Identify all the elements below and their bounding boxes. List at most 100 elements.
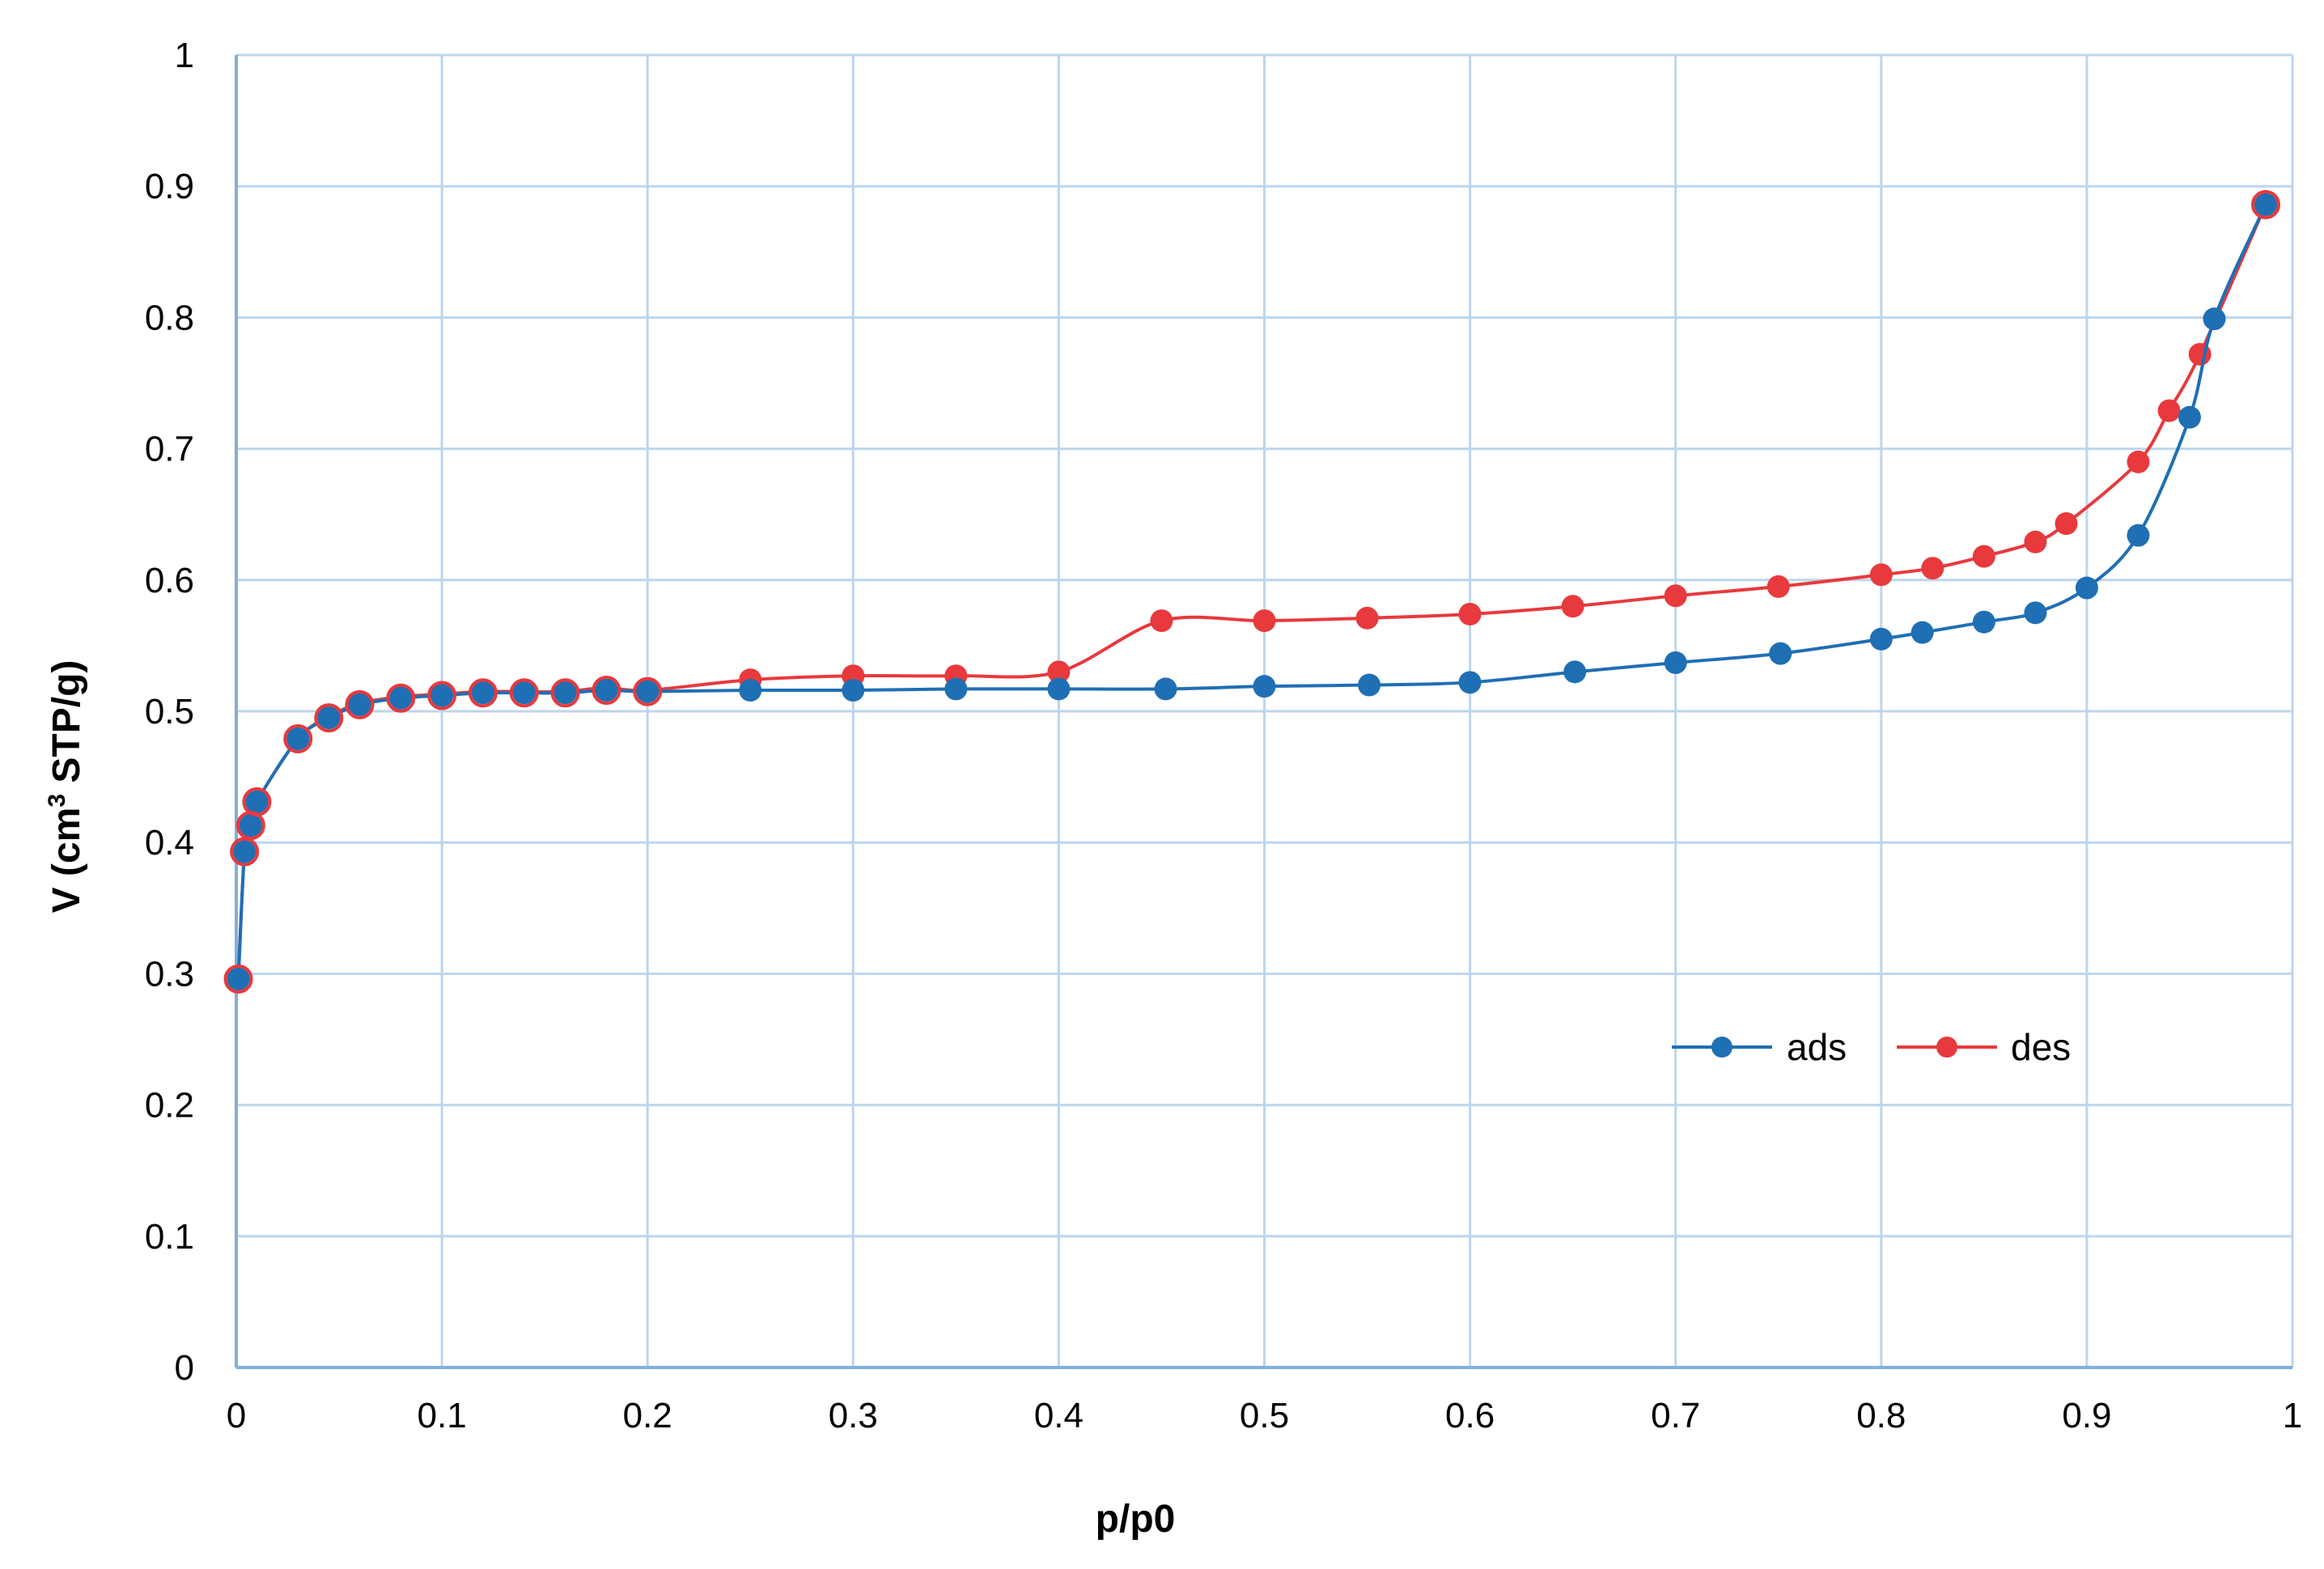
data-point-ads [239,814,262,838]
data-point-ads [2127,524,2150,547]
data-point-des [2127,450,2150,473]
data-point-ads [233,840,257,863]
y-axis-title: V (cm3 STP/g) [44,660,88,914]
data-point-ads [553,681,577,705]
y-tick-label: 0.8 [145,298,194,337]
data-point-ads [245,790,269,813]
legend-ads-label: ads [1787,1026,1847,1068]
x-tick-label: 0.8 [1856,1396,1906,1435]
overlap-ring [223,964,253,994]
y-axis-title-main: V (cm [45,808,88,914]
data-point-des [1047,660,1071,684]
y-tick-label: 0.3 [145,954,194,994]
overlap-ring [509,678,539,708]
legend-des-label: des [2011,1026,2071,1068]
data-point-ads [317,706,341,730]
overlap-rings [223,189,2280,994]
y-tick-label: 0.5 [145,692,194,731]
data-point-ads [1911,621,1934,644]
x-tick-label: 0.4 [1034,1396,1084,1435]
data-point-ads [944,677,968,701]
data-point-des [1869,563,1893,587]
data-point-ads [1358,673,1381,697]
data-point-ads [2178,405,2201,429]
overlap-ring [427,681,457,710]
data-point-ads [430,684,454,707]
series-ads [227,193,2277,990]
x-tick-label: 0.3 [829,1396,878,1435]
y-axis-title-rest: STP/g) [45,660,88,794]
data-point-ads [2203,307,2226,331]
overlap-ring [592,676,621,706]
overlap-ring [2250,189,2280,219]
data-point-ads [842,679,865,702]
overlap-ring [633,676,663,706]
legend-item-des: des [1897,1026,2071,1068]
y-tick-label: 0.1 [145,1217,194,1257]
data-point-des [1561,595,1584,618]
legend-item-ads: ads [1672,1026,1847,1068]
overlap-ring [386,683,416,713]
y-tick-label: 1 [175,36,194,75]
x-tick-label: 0.5 [1240,1396,1289,1435]
y-axis-title-superscript: 3 [44,794,70,808]
data-point-ads [348,693,371,716]
data-point-ads [595,679,618,702]
y-tick-label: 0 [175,1348,194,1388]
series-line-ads [236,204,2267,979]
data-point-des [2024,530,2047,553]
data-point-des [2055,512,2078,536]
overlap-ring [242,787,272,816]
y-tick-label: 0.9 [145,167,194,206]
overlap-ring [230,837,260,867]
data-point-ads [1972,610,1995,634]
data-point-ads [471,681,494,705]
data-point-ads [1253,675,1276,698]
overlap-ring [345,689,375,719]
data-point-ads [2075,576,2098,600]
series-layer [223,189,2280,994]
overlap-ring [550,678,580,708]
data-point-ads [1664,651,1687,674]
series-des [227,193,2277,990]
data-point-des [1664,584,1687,608]
data-point-des [2157,399,2181,422]
data-point-ads [1458,671,1482,694]
data-point-ads [1047,677,1071,701]
x-tick-label: 1 [2283,1396,2302,1435]
x-tick-label: 0 [227,1396,246,1435]
overlap-ring [314,703,344,733]
data-point-ads [1769,642,1792,665]
data-point-des [1921,557,1944,580]
data-point-des [1972,545,1995,568]
y-tick-label: 0.2 [145,1086,194,1126]
data-point-ads [286,727,310,751]
data-point-ads [739,679,762,702]
x-tick-label: 0.2 [623,1396,672,1435]
x-axis-title: p/p0 [1096,1498,1176,1541]
x-tick-label: 0.9 [2062,1396,2111,1435]
data-point-des [1253,609,1276,633]
data-point-ads [227,967,250,990]
tick-label-layer: 0 0.1 0.2 0.3 0.4 0.5 0.6 0.7 0.8 0.9 1 0 0.1 0.2 0.3 0… [145,36,2302,1435]
series-line-des [236,204,2267,979]
overlap-ring [283,724,313,754]
data-point-ads [636,680,659,703]
y-tick-label: 0.7 [145,430,194,469]
data-point-ads [2254,193,2277,216]
data-point-ads [1563,660,1587,684]
grid-layer [235,53,2294,1369]
axis-layer [235,55,2292,1369]
legend: ads des [1672,1026,2071,1068]
data-point-ads [512,681,536,705]
data-point-ads [2024,601,2047,625]
data-point-des [1355,606,1379,630]
data-point-ads [1154,677,1177,701]
data-point-des [1150,609,1173,633]
data-point-ads [1869,627,1893,651]
legend-des-marker [1936,1037,1957,1058]
legend-ads-marker [1711,1037,1732,1058]
overlap-ring [468,678,498,708]
